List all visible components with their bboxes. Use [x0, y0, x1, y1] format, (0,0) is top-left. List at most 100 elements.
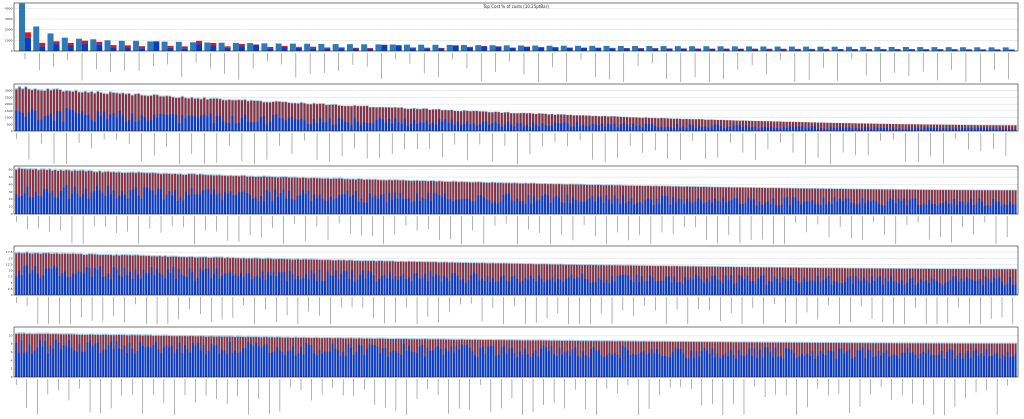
- bar-blue: [282, 352, 284, 377]
- bar-blue: [442, 355, 444, 377]
- bar-blue: [29, 274, 31, 295]
- bar-blue: [904, 285, 906, 295]
- bar-blue: [172, 114, 174, 131]
- bar-blue: [889, 199, 891, 214]
- bar-blue: [324, 48, 330, 51]
- bar-blue: [500, 347, 502, 377]
- bar-blue: [307, 124, 309, 131]
- bar-blue: [435, 347, 437, 377]
- bar-red: [310, 47, 316, 48]
- bar-blue: [403, 274, 405, 295]
- bar-blue: [296, 196, 298, 214]
- bar-blue: [97, 343, 99, 377]
- bar-blue: [914, 128, 916, 131]
- bar-blue: [232, 353, 234, 377]
- bar-blue: [338, 195, 340, 214]
- bar-blue: [576, 122, 578, 131]
- bar-blue: [575, 200, 577, 214]
- y-tick-label: 60: [9, 168, 13, 172]
- bar-blue: [778, 205, 780, 214]
- bar-blue: [377, 199, 379, 214]
- bar-blue: [43, 189, 45, 214]
- bar-red: [68, 43, 74, 46]
- bar-blue: [252, 199, 254, 214]
- bar-blue: [410, 48, 416, 51]
- y-tick-label: 4000: [5, 6, 13, 10]
- bar-blue: [565, 279, 567, 295]
- bar-blue: [146, 188, 148, 214]
- bar-blue: [533, 196, 535, 214]
- bar-blue: [725, 353, 727, 377]
- bar-blue: [622, 275, 624, 295]
- bar-blue: [893, 355, 895, 377]
- bar-blue: [483, 197, 485, 214]
- bar-blue: [909, 279, 911, 295]
- bar-total: [147, 41, 153, 51]
- bar-blue: [347, 191, 349, 214]
- bar-blue: [424, 48, 430, 51]
- bar-blue: [633, 282, 635, 295]
- bar-blue: [566, 351, 568, 377]
- bar-blue: [197, 343, 199, 377]
- bar-blue: [516, 123, 518, 131]
- bar-blue: [792, 127, 794, 131]
- bar-blue: [245, 273, 247, 295]
- bar-blue: [978, 198, 980, 214]
- bar-blue: [936, 281, 938, 295]
- bar-blue: [573, 279, 575, 295]
- bar-blue: [333, 199, 335, 214]
- bar-blue: [338, 118, 340, 131]
- bar-blue: [983, 128, 985, 131]
- bar-blue: [880, 128, 882, 131]
- bar-total: [746, 46, 752, 51]
- bar-blue: [193, 194, 195, 214]
- bar-blue: [184, 118, 186, 131]
- bar-blue: [23, 353, 25, 377]
- bar-blue: [986, 129, 988, 131]
- bar-blue: [15, 343, 17, 377]
- bar-blue: [168, 348, 170, 377]
- bar-red: [111, 45, 117, 47]
- bar-blue: [440, 349, 442, 377]
- bar-blue: [587, 357, 589, 377]
- bar-blue: [629, 127, 631, 131]
- bar-blue: [316, 123, 318, 131]
- bar-blue: [438, 119, 440, 131]
- y-tick-label: 10: [9, 205, 13, 209]
- bar-blue: [503, 275, 505, 295]
- bar-blue: [775, 348, 777, 377]
- bar-blue: [717, 279, 719, 295]
- bar-blue: [548, 351, 550, 377]
- bar-blue: [34, 111, 36, 131]
- bar-blue: [438, 195, 440, 214]
- bar-blue: [435, 274, 437, 295]
- bar-blue: [693, 358, 695, 377]
- bar-blue: [554, 282, 556, 295]
- bar-blue: [453, 46, 459, 51]
- bar-blue: [783, 359, 785, 377]
- bar-blue: [860, 281, 862, 295]
- bar-blue: [809, 202, 811, 214]
- bar-blue: [84, 352, 86, 377]
- bar-blue: [189, 353, 191, 377]
- bar-blue: [466, 345, 468, 377]
- bar-blue: [259, 278, 261, 295]
- bar-blue: [68, 45, 74, 51]
- bar-blue: [988, 357, 990, 377]
- bar-blue: [72, 110, 74, 131]
- bar-blue: [714, 199, 716, 214]
- bar-blue: [749, 281, 751, 295]
- bar-blue: [422, 278, 424, 295]
- bar-blue: [121, 277, 123, 295]
- bar-total: [1003, 47, 1009, 51]
- bar-blue: [137, 275, 139, 295]
- bar-blue: [469, 124, 471, 131]
- bar-blue: [756, 205, 758, 214]
- bar-blue: [758, 202, 760, 214]
- bar-blue: [261, 348, 263, 377]
- bar-blue: [275, 276, 277, 295]
- y-tick-label: 0: [11, 293, 13, 297]
- bar-blue: [132, 189, 134, 214]
- y-tick-label: 2000: [5, 28, 13, 32]
- bar-blue: [469, 199, 471, 214]
